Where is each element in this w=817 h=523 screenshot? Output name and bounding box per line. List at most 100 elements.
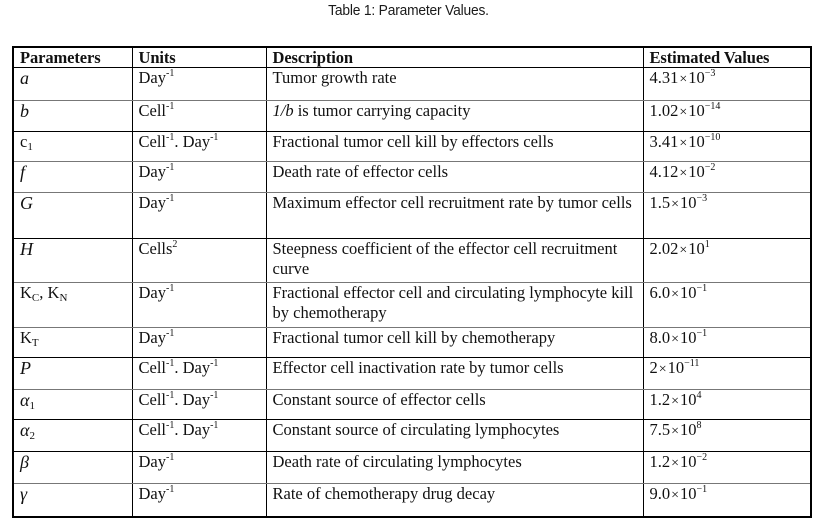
table-row: b Cell-1 1/b is tumor carrying capacity 1.0…: [12, 100, 812, 132]
value-exponent: 4: [696, 390, 702, 401]
description-text: Steepness coefficient of the effector ce…: [272, 239, 622, 279]
value-mantissa: 9.0: [649, 484, 671, 504]
description-text: Effector cell inactivation rate by tumor…: [272, 358, 564, 378]
unit-base: . Day: [174, 390, 211, 410]
param-symbol: KT: [12, 327, 133, 358]
times-symbol: ×: [679, 136, 688, 151]
table-row: β Day-1 Death rate of circulating lymphocy…: [12, 451, 812, 484]
base-ten: 10: [688, 132, 705, 152]
value-exponent: 1: [704, 239, 710, 250]
unit-exponent: -1: [166, 358, 175, 369]
description-text: Constant source of circulating lymphocyt…: [272, 420, 560, 440]
table-row: H Cells2 Steepness coefficient of the effe…: [12, 238, 812, 283]
unit-base: Cell: [138, 132, 167, 152]
param-base: b: [20, 101, 29, 122]
param-symbol: γ: [12, 483, 133, 517]
unit-base: . Day: [174, 358, 211, 378]
value-exponent: −10: [704, 132, 721, 143]
param-base: f: [20, 162, 26, 183]
unit-base: Cell: [138, 101, 167, 121]
table-row: P Cell-1. Day-1 Effector cell inactivation…: [12, 357, 812, 390]
times-symbol: ×: [671, 394, 680, 409]
base-ten: 10: [667, 358, 685, 378]
description-cell: Fractional tumor cell kill by chemothera…: [265, 327, 644, 358]
description-cell: Rate of chemotherapy drug decay: [265, 483, 644, 517]
estimated-value-cell: 1.5×10−3: [642, 192, 812, 239]
param-subscript: 2: [29, 430, 35, 442]
estimated-value-cell: 4.31×10−3: [642, 67, 812, 101]
value-mantissa: 8.0: [649, 328, 671, 348]
units-cell: Cell-1. Day-1: [131, 131, 267, 162]
description-text: is tumor carrying capacity: [293, 101, 471, 121]
table-row: f Day-1 Death rate of effector cells 4.12×1…: [12, 161, 812, 193]
times-symbol: ×: [671, 456, 680, 471]
unit-base: Day: [138, 68, 167, 88]
times-symbol: ×: [671, 287, 680, 302]
base-ten: 10: [688, 68, 705, 88]
base-ten: 10: [680, 283, 697, 303]
param-subscript: 1: [29, 400, 35, 412]
description-cell: Constant source of effector cells: [265, 389, 644, 420]
estimated-value-cell: 1.2×104: [642, 389, 812, 420]
table-row: α1 Cell-1. Day-1 Constant source of effect…: [12, 389, 812, 420]
estimated-value-cell: 7.5×108: [642, 419, 812, 452]
value-mantissa: 3.41: [649, 132, 679, 152]
param-symbol: α1: [12, 389, 133, 420]
param-base: c: [20, 132, 28, 152]
unit-base: . Day: [174, 132, 211, 152]
param-symbol: b: [12, 100, 133, 132]
unit-exponent: -1: [210, 420, 219, 431]
value-mantissa: 1.2: [649, 390, 671, 410]
value-mantissa: 4.31: [649, 68, 679, 88]
param-symbol: KC, KN: [12, 282, 133, 328]
unit-exponent: -1: [210, 358, 219, 369]
units-cell: Cell-1. Day-1: [131, 389, 267, 420]
param-symbol: β: [12, 451, 133, 484]
param-symbol: c1: [12, 131, 133, 162]
table-header-row: Parameters Units Description Estimated V…: [12, 46, 812, 68]
table-row: G Day-1 Maximum effector cell recruitment …: [12, 192, 812, 239]
value-mantissa: 7.5: [649, 420, 671, 440]
param-base: a: [20, 68, 29, 89]
unit-base: Day: [138, 328, 167, 348]
base-ten: 10: [688, 101, 705, 121]
estimated-value-cell: 3.41×10−10: [642, 131, 812, 162]
unit-exponent: -1: [166, 390, 175, 401]
value-exponent: −2: [696, 452, 708, 463]
table-row: γ Day-1 Rate of chemotherapy drug decay 9.0…: [12, 483, 812, 517]
description-text: Death rate of effector cells: [272, 162, 449, 182]
unit-base: . Day: [174, 420, 211, 440]
base-ten: 10: [680, 328, 697, 348]
value-mantissa: 1.02: [649, 101, 679, 121]
param-base: H: [20, 239, 33, 260]
param-symbol: H: [12, 238, 133, 283]
estimated-value-cell: 1.02×10−14: [642, 100, 812, 132]
description-text: Tumor growth rate: [272, 68, 397, 88]
base-ten: 10: [680, 420, 697, 440]
unit-exponent: -1: [210, 390, 219, 401]
param-symbol: α2: [12, 419, 133, 452]
description-text: Maximum effector cell recruitment rate b…: [272, 193, 632, 213]
units-cell: Day-1: [131, 451, 267, 484]
unit-exponent: -1: [166, 328, 175, 339]
value-exponent: −11: [684, 358, 700, 369]
value-mantissa: 2: [649, 358, 658, 378]
base-ten: 10: [680, 484, 697, 504]
header-estimated-values: Estimated Values: [642, 46, 812, 68]
header-parameters: Parameters: [12, 46, 133, 68]
description-cell: Tumor growth rate: [265, 67, 644, 101]
param-base-2: , K: [39, 283, 60, 303]
description-text: Rate of chemotherapy drug decay: [272, 484, 496, 504]
unit-exponent: -1: [166, 68, 175, 79]
value-mantissa: 4.12: [649, 162, 679, 182]
description-cell: Death rate of circulating lymphocytes: [265, 451, 644, 484]
unit-base: Day: [138, 484, 167, 504]
estimated-value-cell: 2×10−11: [642, 357, 812, 390]
unit-exponent: -1: [166, 101, 175, 112]
units-cell: Day-1: [131, 67, 267, 101]
param-base: β: [20, 452, 29, 473]
param-base: K: [20, 328, 32, 348]
times-symbol: ×: [671, 424, 680, 439]
table-row: KT Day-1 Fractional tumor cell kill by che…: [12, 327, 812, 358]
value-exponent: −1: [696, 328, 708, 339]
